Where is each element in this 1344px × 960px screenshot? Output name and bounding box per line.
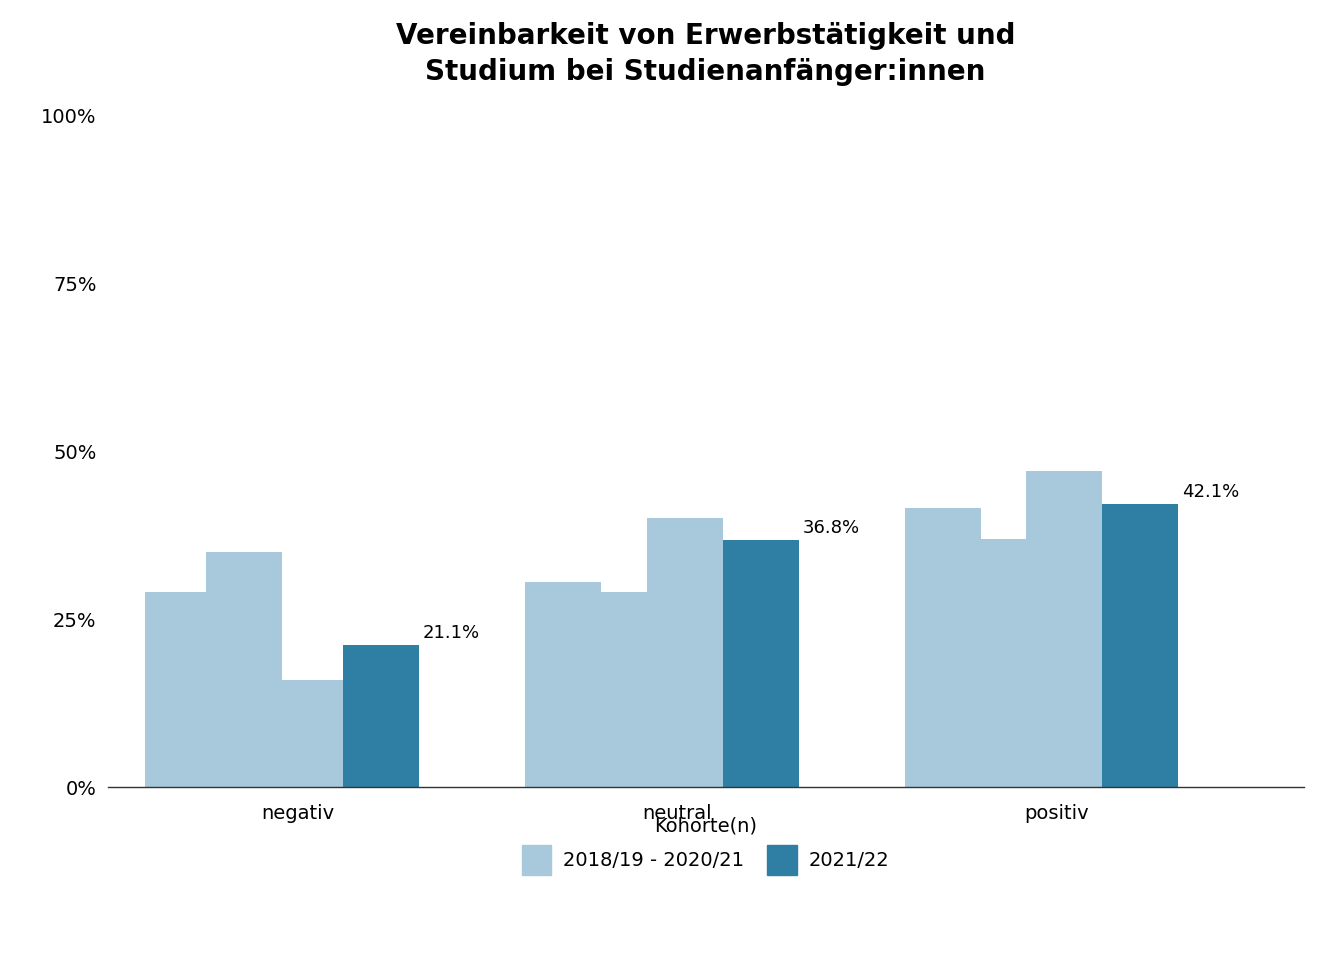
Bar — [267, 680, 343, 787]
Bar — [966, 539, 1042, 787]
Bar — [586, 592, 663, 787]
Bar — [526, 582, 601, 787]
Bar — [723, 540, 798, 787]
Bar — [145, 592, 222, 787]
Title: Vereinbarkeit von Erwerbstätigkeit und
Studium bei Studienanfänger:innen: Vereinbarkeit von Erwerbstätigkeit und S… — [396, 22, 1015, 86]
Bar — [1102, 504, 1179, 787]
Text: 36.8%: 36.8% — [802, 518, 860, 537]
Bar — [206, 552, 282, 787]
Legend: 2018/19 - 2020/21, 2021/22: 2018/19 - 2020/21, 2021/22 — [512, 806, 899, 885]
Text: 21.1%: 21.1% — [423, 624, 480, 642]
Bar — [1027, 471, 1102, 787]
Bar — [905, 509, 981, 787]
Bar — [343, 645, 419, 787]
Text: 42.1%: 42.1% — [1183, 483, 1239, 501]
Bar — [646, 518, 723, 787]
